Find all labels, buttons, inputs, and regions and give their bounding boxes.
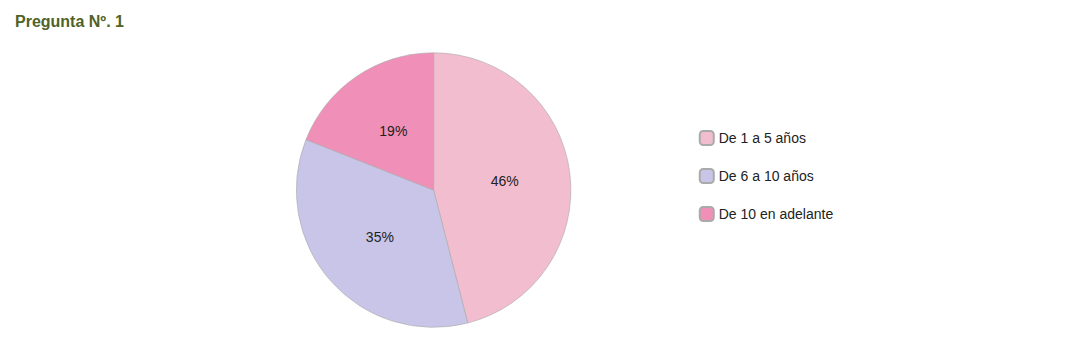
svg-text:De 6 a 10 años: De 6 a 10 años bbox=[719, 168, 814, 184]
svg-text:De 10 en adelante: De 10 en adelante bbox=[719, 206, 834, 222]
svg-text:19%: 19% bbox=[379, 123, 407, 139]
svg-text:35%: 35% bbox=[366, 229, 394, 245]
svg-text:De 1 a 5 años: De 1 a 5 años bbox=[719, 130, 806, 146]
svg-text:Pregunta Nº. 1: Pregunta Nº. 1 bbox=[15, 13, 124, 30]
svg-text:46%: 46% bbox=[491, 173, 519, 189]
